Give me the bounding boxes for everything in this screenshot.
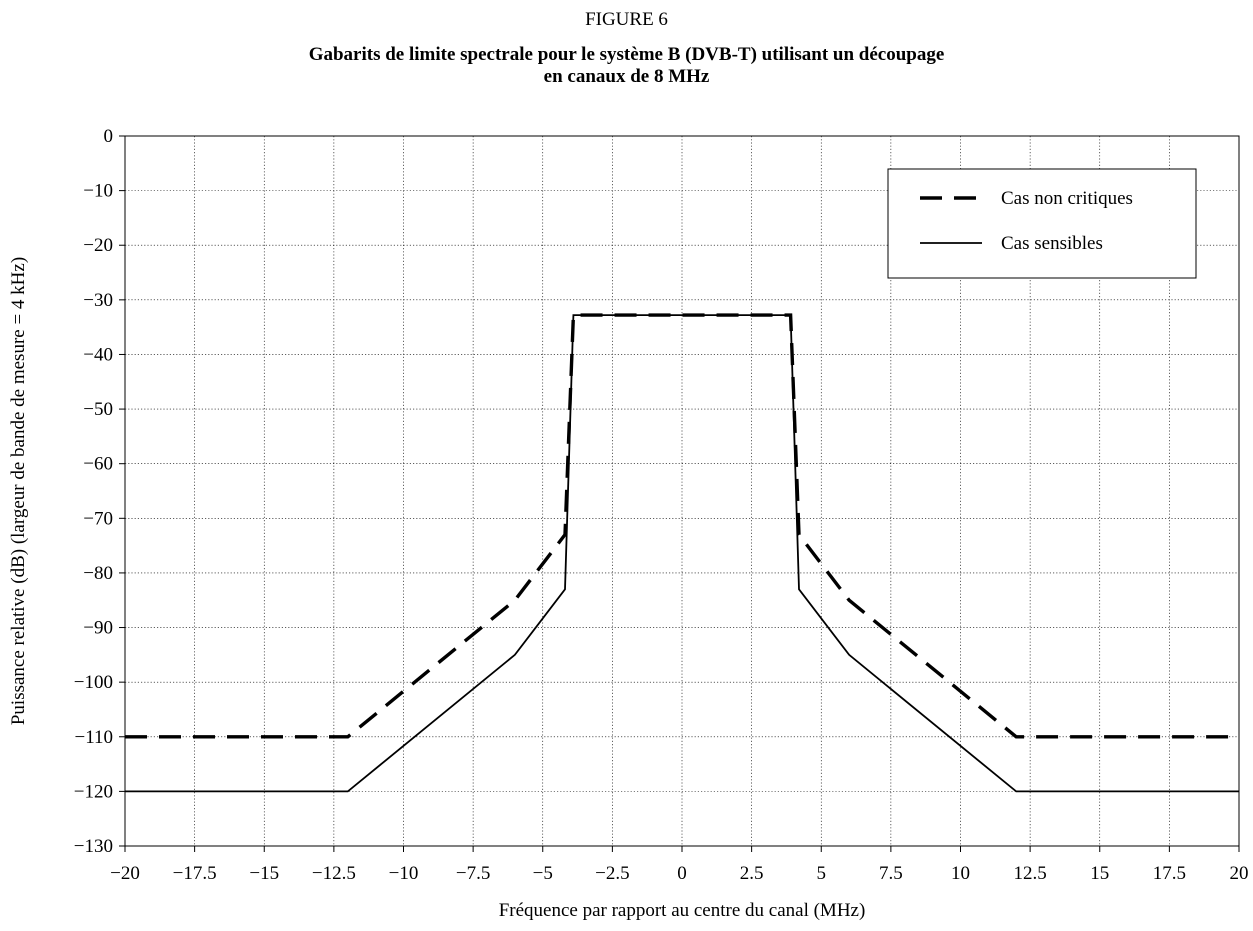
y-axis-ticks: 0 −10 −20 −30 −40 −50 −60 −70 −80 −90 −100 −110 −120… bbox=[74, 126, 125, 857]
x-tick-label: −2.5 bbox=[595, 863, 629, 884]
x-tick-label: 5 bbox=[817, 863, 827, 884]
y-tick-label: −50 bbox=[83, 399, 113, 420]
x-tick-label: 17.5 bbox=[1153, 863, 1186, 884]
y-tick-label: −30 bbox=[83, 290, 113, 311]
y-tick-label: −80 bbox=[83, 563, 113, 584]
y-tick-label: 0 bbox=[104, 126, 114, 147]
figure-title-line-2: en canaux de 8 MHz bbox=[543, 66, 710, 87]
legend-label: Cas non critiques bbox=[1001, 188, 1133, 209]
y-tick-label: −120 bbox=[74, 781, 113, 802]
x-tick-label: −17.5 bbox=[173, 863, 217, 884]
grid-lines bbox=[125, 136, 1239, 846]
y-tick-label: −90 bbox=[83, 618, 113, 639]
x-tick-label: −7.5 bbox=[456, 863, 490, 884]
x-tick-label: 2.5 bbox=[740, 863, 764, 884]
series-lines bbox=[125, 313, 1239, 793]
x-tick-label: −10 bbox=[389, 863, 419, 884]
figure-title: Gabarits de limite spectrale pour le sys… bbox=[0, 44, 1253, 88]
y-tick-label: −100 bbox=[74, 672, 113, 693]
y-tick-label: −70 bbox=[83, 508, 113, 529]
x-tick-label: −20 bbox=[110, 863, 140, 884]
x-axis-label: Fréquence par rapport au centre du canal… bbox=[499, 900, 866, 921]
x-tick-label: −12.5 bbox=[312, 863, 356, 884]
y-tick-label: −40 bbox=[83, 344, 113, 365]
figure-title-line-1: Gabarits de limite spectrale pour le sys… bbox=[308, 44, 945, 65]
x-tick-label: 0 bbox=[677, 863, 687, 884]
y-tick-label: −110 bbox=[74, 727, 113, 748]
series-line-non-critical bbox=[125, 313, 1239, 739]
legend: Cas non critiques Cas sensibles bbox=[887, 168, 1197, 279]
x-tick-label: 20 bbox=[1230, 863, 1249, 884]
y-tick-label: −130 bbox=[74, 836, 113, 857]
y-tick-label: −60 bbox=[83, 454, 113, 475]
x-tick-label: −15 bbox=[249, 863, 279, 884]
y-axis-label: Puissance relative (dB) (largeur de band… bbox=[8, 257, 29, 725]
x-tick-label: 12.5 bbox=[1014, 863, 1047, 884]
x-axis-ticks: −20 −17.5 −15 −12.5 −10 −7.5 −5 −2.5 0 2.5 5 7.5 10 1… bbox=[110, 846, 1249, 884]
x-tick-label: 7.5 bbox=[879, 863, 903, 884]
x-tick-label: −5 bbox=[533, 863, 553, 884]
x-tick-label: 15 bbox=[1090, 863, 1109, 884]
legend-label: Cas sensibles bbox=[1001, 233, 1103, 254]
series-line-sensitive bbox=[125, 314, 1239, 793]
x-tick-label: 10 bbox=[951, 863, 970, 884]
figure-number: FIGURE 6 bbox=[585, 9, 668, 30]
legend-box bbox=[887, 168, 1197, 279]
y-tick-label: −20 bbox=[83, 235, 113, 256]
y-tick-label: −10 bbox=[83, 181, 113, 202]
